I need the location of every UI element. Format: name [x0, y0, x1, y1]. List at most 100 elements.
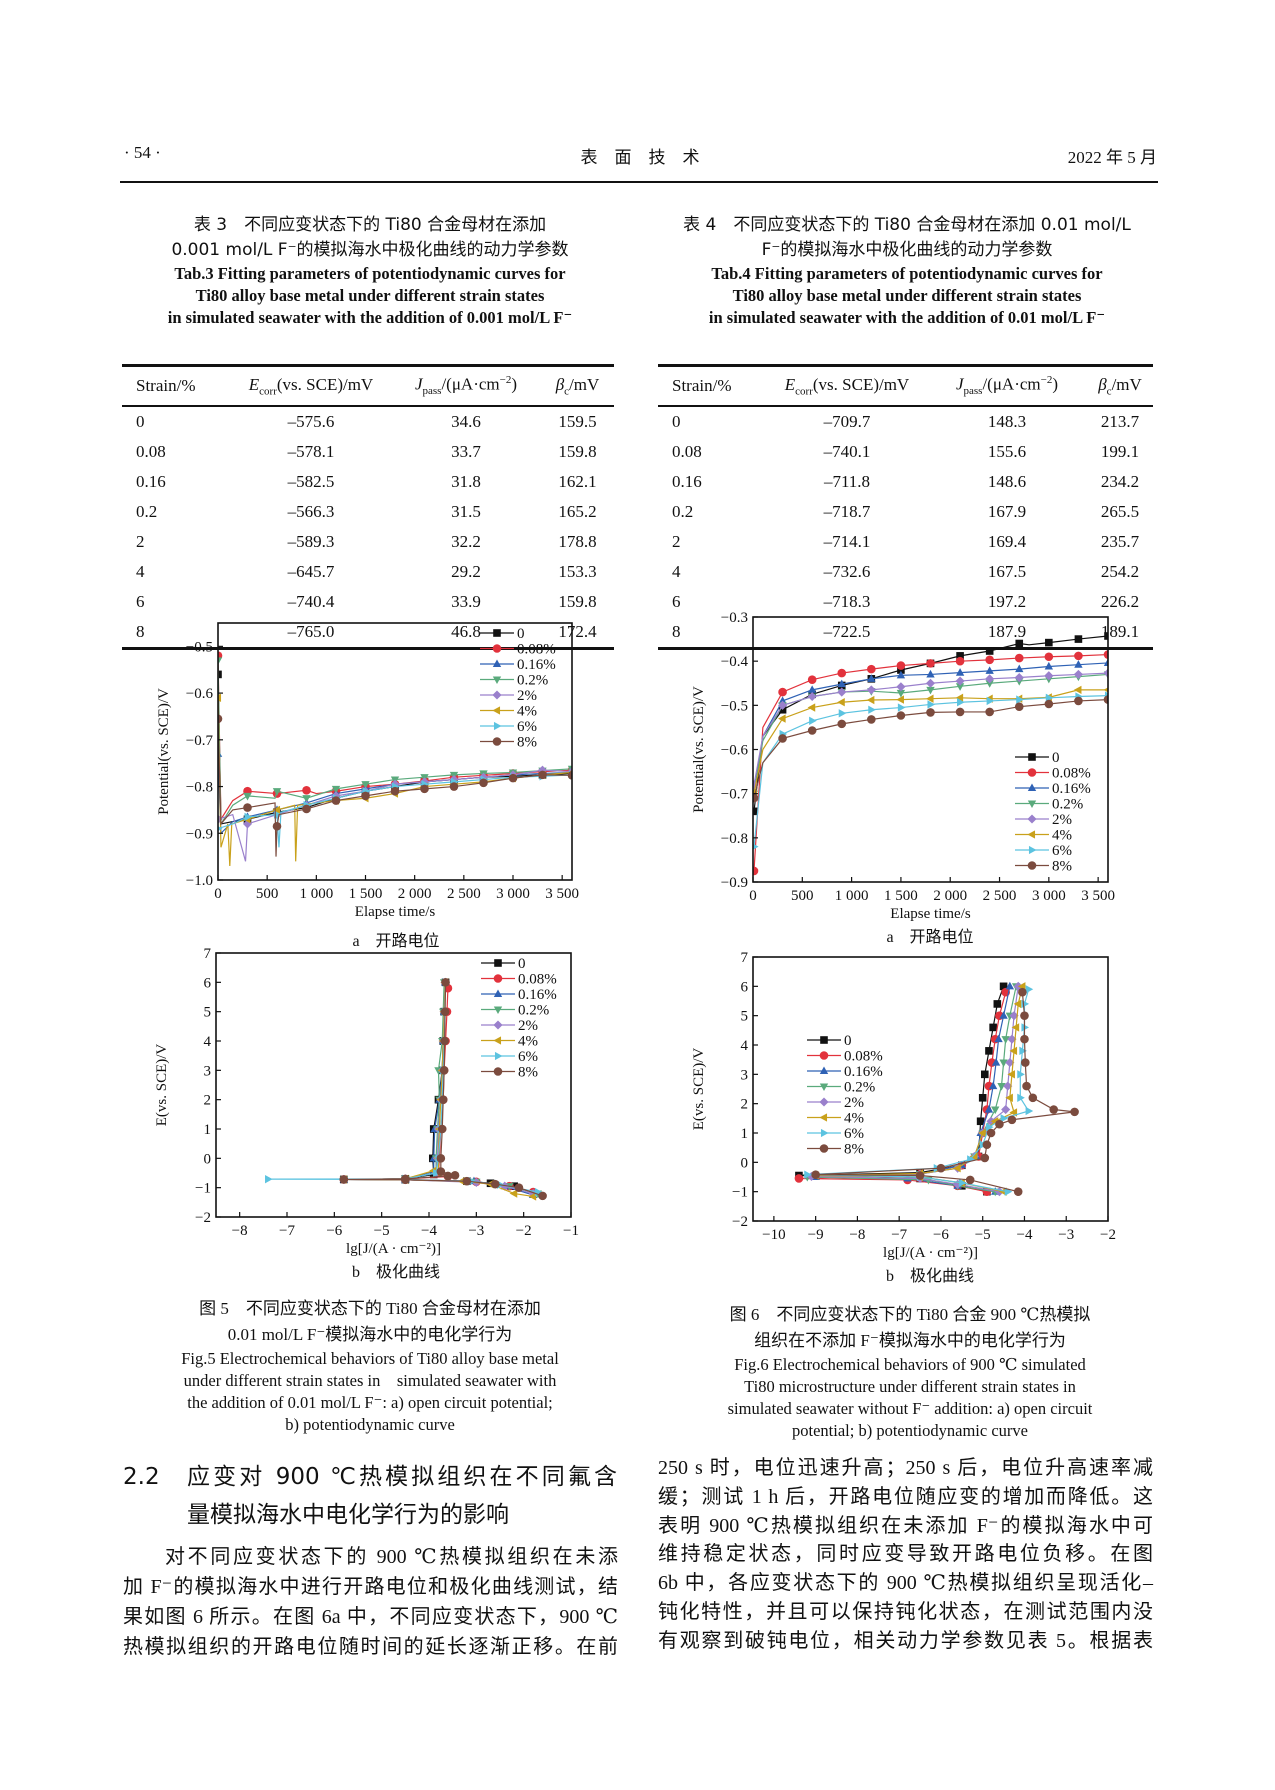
data-point-marker — [927, 700, 936, 709]
cell-beta: 234.2 — [1100, 472, 1140, 491]
data-point-marker — [926, 659, 935, 668]
cell-jpass: 34.6 — [451, 412, 481, 431]
legend: 00.08%0.16%0.2%2%4%6%8% — [807, 1033, 883, 1158]
data-point-marker — [493, 974, 503, 983]
cell-beta: 153.3 — [558, 562, 597, 581]
legend-label: 0.2% — [517, 673, 548, 689]
legend-label: 6% — [1052, 843, 1072, 859]
series-line — [807, 989, 1030, 1193]
data-point-marker — [243, 803, 252, 812]
data-point-marker — [1073, 685, 1082, 695]
table-row: 4 –645.7 29.2 153.3 — [122, 557, 614, 587]
x-tick-label: 500 — [256, 886, 279, 902]
data-point-marker — [807, 675, 817, 685]
data-point-marker — [1028, 753, 1036, 761]
legend-label: 6% — [517, 719, 537, 735]
data-point-marker — [272, 805, 281, 815]
series-8% — [218, 714, 572, 857]
data-point-marker — [1019, 1046, 1027, 1056]
cell-jpass: 31.8 — [451, 472, 481, 491]
data-point-marker — [1027, 768, 1037, 777]
data-point-marker — [1013, 999, 1022, 1009]
table4-caption-cn-1: 表 4 不同应变状态下的 Ti80 合金母材在添加 0.01 mol/L — [683, 215, 1131, 235]
fig6a-subcaption: a 开路电位 — [886, 929, 974, 946]
data-point-marker — [897, 703, 906, 712]
cell-beta: 254.2 — [1100, 562, 1140, 581]
table4-caption-en-3: in simulated seawater with the addition … — [708, 308, 1106, 327]
body-line: 对不同应变状态下的 900 ℃热模拟组织在未添 — [165, 1546, 618, 1568]
data-point-marker — [986, 1128, 996, 1138]
section-title-2: 量模拟海水中电化学行为的影响 — [187, 1502, 509, 1528]
data-point-marker — [493, 1036, 502, 1045]
cell-ecorr: –589.3 — [287, 532, 335, 551]
data-point-marker — [997, 1083, 1006, 1091]
col-jpass: Jpass/(μA·cm−2) — [391, 364, 541, 407]
data-point-marker — [778, 687, 787, 697]
data-point-marker — [820, 1128, 829, 1138]
data-point-marker — [837, 668, 847, 678]
series-line — [753, 662, 1108, 794]
data-point-marker — [361, 791, 370, 801]
data-point-marker — [969, 1152, 978, 1161]
data-point-marker — [1011, 1023, 1020, 1032]
table3-caption-en-2: Ti80 alloy base metal under different st… — [195, 286, 545, 305]
data-point-marker — [807, 685, 817, 693]
cell-strain: 6 — [136, 592, 145, 611]
body-line: 钝化特性，并且可以保持钝化状态，在测试范围内没 — [658, 1601, 1153, 1623]
series-line — [753, 695, 1108, 847]
data-point-marker — [976, 1117, 985, 1126]
data-point-marker — [926, 669, 935, 678]
y-tick-label: 1 — [204, 1122, 212, 1138]
data-point-marker — [538, 1191, 547, 1201]
data-point-marker — [479, 778, 488, 788]
col-jpass: Jpass/(μA·cm−2) — [927, 364, 1087, 407]
x-tick-label: 2 000 — [398, 886, 432, 902]
data-point-marker — [302, 795, 311, 803]
data-point-marker — [866, 695, 875, 705]
cell-beta: 199.1 — [1100, 442, 1140, 461]
data-point-marker — [1007, 1034, 1017, 1044]
data-point-marker — [1020, 1011, 1029, 1020]
y-tick-label: −1 — [732, 1185, 748, 1201]
legend: 00.08%0.16%0.2%2%4%6%8% — [480, 626, 556, 751]
series-8% — [753, 695, 1108, 803]
table-row: 2 –714.1 169.4 235.7 — [658, 527, 1153, 557]
cell-jpass: 32.2 — [451, 532, 481, 551]
data-point-marker — [807, 691, 817, 702]
data-point-marker — [450, 1171, 460, 1180]
data-point-marker — [985, 1122, 994, 1132]
data-point-marker — [984, 1104, 994, 1113]
data-point-marker — [985, 655, 994, 665]
table4: Strain/% Ecorr(vs. SCE)/mV Jpass/(μA·cm−… — [658, 364, 1153, 650]
data-point-marker — [936, 1163, 946, 1173]
data-point-marker — [1027, 861, 1037, 870]
data-point-marker — [1004, 1187, 1013, 1196]
legend-label: 0.16% — [844, 1064, 883, 1080]
cell-strain: 2 — [672, 532, 681, 551]
data-point-marker — [806, 1171, 817, 1181]
y-tick-label: 4 — [204, 1034, 212, 1050]
legend-label: 4% — [517, 704, 537, 720]
legend-label: 4% — [1052, 828, 1072, 844]
data-point-marker — [819, 1083, 829, 1092]
data-point-marker — [1103, 650, 1108, 659]
y-axis-label: E(vs. SCE)/V — [691, 1048, 707, 1131]
fig5b-polarization-chart: −8 −7 −6 −5 −4 −3 −2 −1 −2 −1 0 1 2 3 4 5 6 7 lg[J/(A · cm… — [154, 946, 579, 1257]
cell-ecorr: –566.3 — [287, 502, 335, 521]
x-tick-label: −3 — [468, 1223, 484, 1239]
legend-label: 6% — [844, 1126, 864, 1142]
x-tick-label: 500 — [791, 888, 814, 904]
data-point-marker — [302, 804, 311, 814]
data-point-marker — [492, 737, 502, 746]
x-tick-label: 3 000 — [496, 886, 530, 902]
data-point-marker — [1005, 1093, 1013, 1102]
legend-label: 8% — [844, 1142, 864, 1158]
legend-label: 0 — [1052, 750, 1060, 766]
data-point-marker — [1022, 1081, 1031, 1091]
cell-jpass: 29.2 — [451, 562, 481, 581]
series-line — [218, 660, 572, 826]
x-tick-label: −2 — [1100, 1227, 1116, 1243]
series-line — [343, 982, 534, 1198]
series-4% — [339, 978, 537, 1201]
series-8% — [339, 978, 547, 1201]
